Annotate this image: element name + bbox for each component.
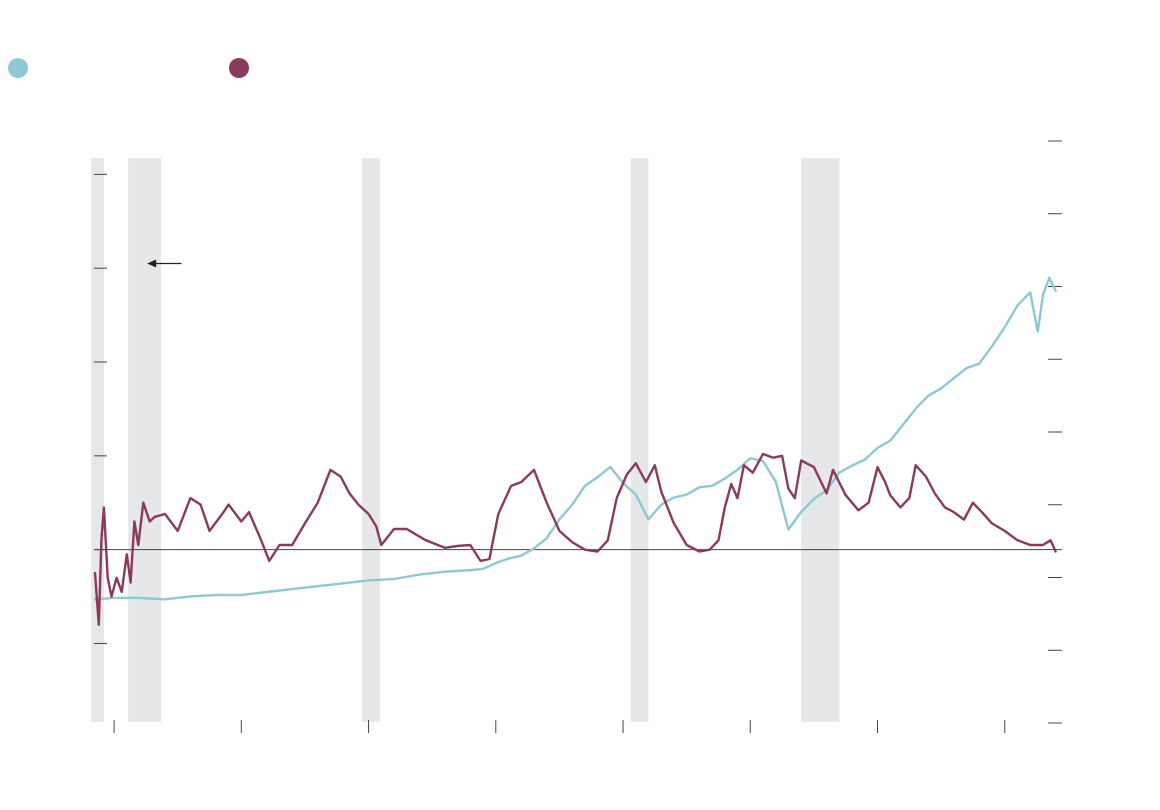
shaded-period-3: [630, 158, 649, 722]
legend-swatch-series-a: [8, 58, 28, 78]
shaded-period-0: [91, 158, 104, 722]
shaded-period-4: [801, 158, 840, 722]
legend-item-series-b: [229, 58, 450, 78]
annotation-arrow: [147, 259, 182, 268]
right-axis: [1048, 140, 1062, 724]
legend-swatch-series-b: [229, 58, 249, 78]
bottom-axis: [113, 720, 1006, 733]
legend-item-series-a: [8, 58, 229, 78]
series-lines: [93, 276, 1057, 626]
shaded-period-1: [128, 158, 162, 722]
annotation-arrow-head: [147, 259, 157, 268]
recession-shading: [91, 158, 840, 722]
series-line-b: [93, 452, 1057, 626]
legend: [8, 58, 450, 78]
series-line-a: [93, 276, 1057, 601]
shaded-period-2: [362, 158, 381, 722]
